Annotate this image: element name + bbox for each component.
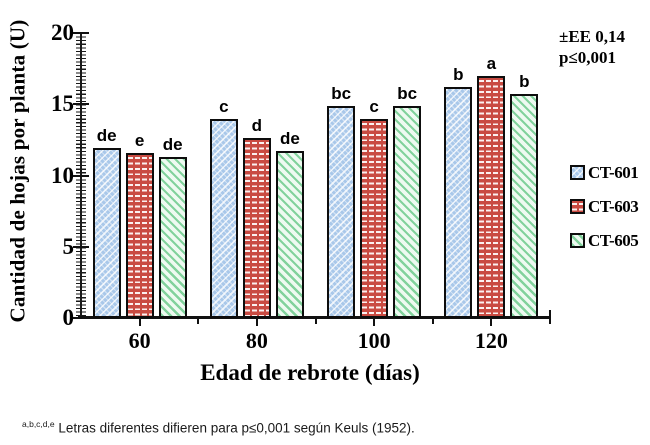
legend-label: CT-601 [588,163,639,182]
significance-letter: d [251,116,263,136]
legend-swatch [570,165,585,180]
stats-annotation-ee: ±EE 0,14 [559,27,626,46]
xtick-mark [138,318,141,326]
ytick-mark [73,32,89,34]
xtick-boundary-mark [314,318,317,324]
bar-ct-603-80 [242,138,271,318]
significance-letter: c [369,96,379,116]
bar-ct-603-100 [360,118,389,318]
xtick-label: 60 [128,328,151,353]
significance-letter: de [162,134,183,154]
bar-ct-605-100 [393,105,422,318]
xtick-end-mark [549,310,551,324]
footnote-text: Letras diferentes difieren para p≤0,001 … [54,420,415,436]
legend-label: CT-603 [588,197,639,216]
significance-letter: b [519,72,530,92]
ytick-label: 0 [62,305,75,330]
xtick-label: 80 [245,328,268,353]
footnote: a,b,c,d,e Letras diferentes difieren par… [22,419,415,436]
xtick-boundary-mark [197,318,200,324]
footnote-superscript: a,b,c,d,e [22,419,55,429]
ytick-label: 15 [51,91,74,117]
xtick-mark [373,318,376,326]
significance-letter: de [96,126,117,146]
bar-ct-605-60 [158,156,187,318]
bar-ct-601-80 [209,118,238,318]
significance-letter: b [453,65,464,85]
ytick-label: 20 [51,20,74,45]
legend-label: CT-605 [588,231,639,250]
bar-ct-601-120 [444,87,473,318]
significance-letter: bc [397,83,418,103]
stats-annotation-p: p≤0,001 [559,47,617,67]
ytick-mark [73,103,89,106]
stats-annotation: ±EE 0,14 p≤0,001 [559,27,625,68]
legend-swatch [570,199,585,214]
significance-letter: bc [331,83,352,103]
ytick-label: 5 [62,233,75,259]
bar-ct-605-120 [510,94,539,318]
xtick-mark [490,318,493,326]
legend-item-ct-603: CT-603 [570,197,639,216]
significance-letter: de [279,129,300,149]
legend-item-ct-601: CT-601 [570,163,639,182]
ytick-mark [73,174,89,177]
xtick-label: 120 [474,328,508,353]
significance-letter: e [134,130,145,150]
ytick-mark [73,245,89,248]
legend-item-ct-605: CT-605 [570,231,639,250]
bar-ct-603-60 [125,152,154,318]
xtick-label: 100 [357,328,391,353]
ytick-label: 10 [51,162,74,188]
legend-swatch [570,233,585,248]
bar-ct-605-80 [275,151,304,318]
ytick-mark [73,317,89,319]
legend: CT-601 CT-603 CT-605 [570,163,639,266]
xtick-boundary-mark [431,318,434,324]
xtick-mark [255,318,258,326]
bar-ct-601-100 [327,105,356,318]
bar-ct-601-60 [92,148,121,318]
x-axis-line [78,316,551,319]
significance-letter: a [486,53,497,73]
x-axis-title: Edad de rebrote (días) [200,360,420,385]
significance-letter: c [219,96,229,116]
bar-ct-603-120 [477,75,506,318]
